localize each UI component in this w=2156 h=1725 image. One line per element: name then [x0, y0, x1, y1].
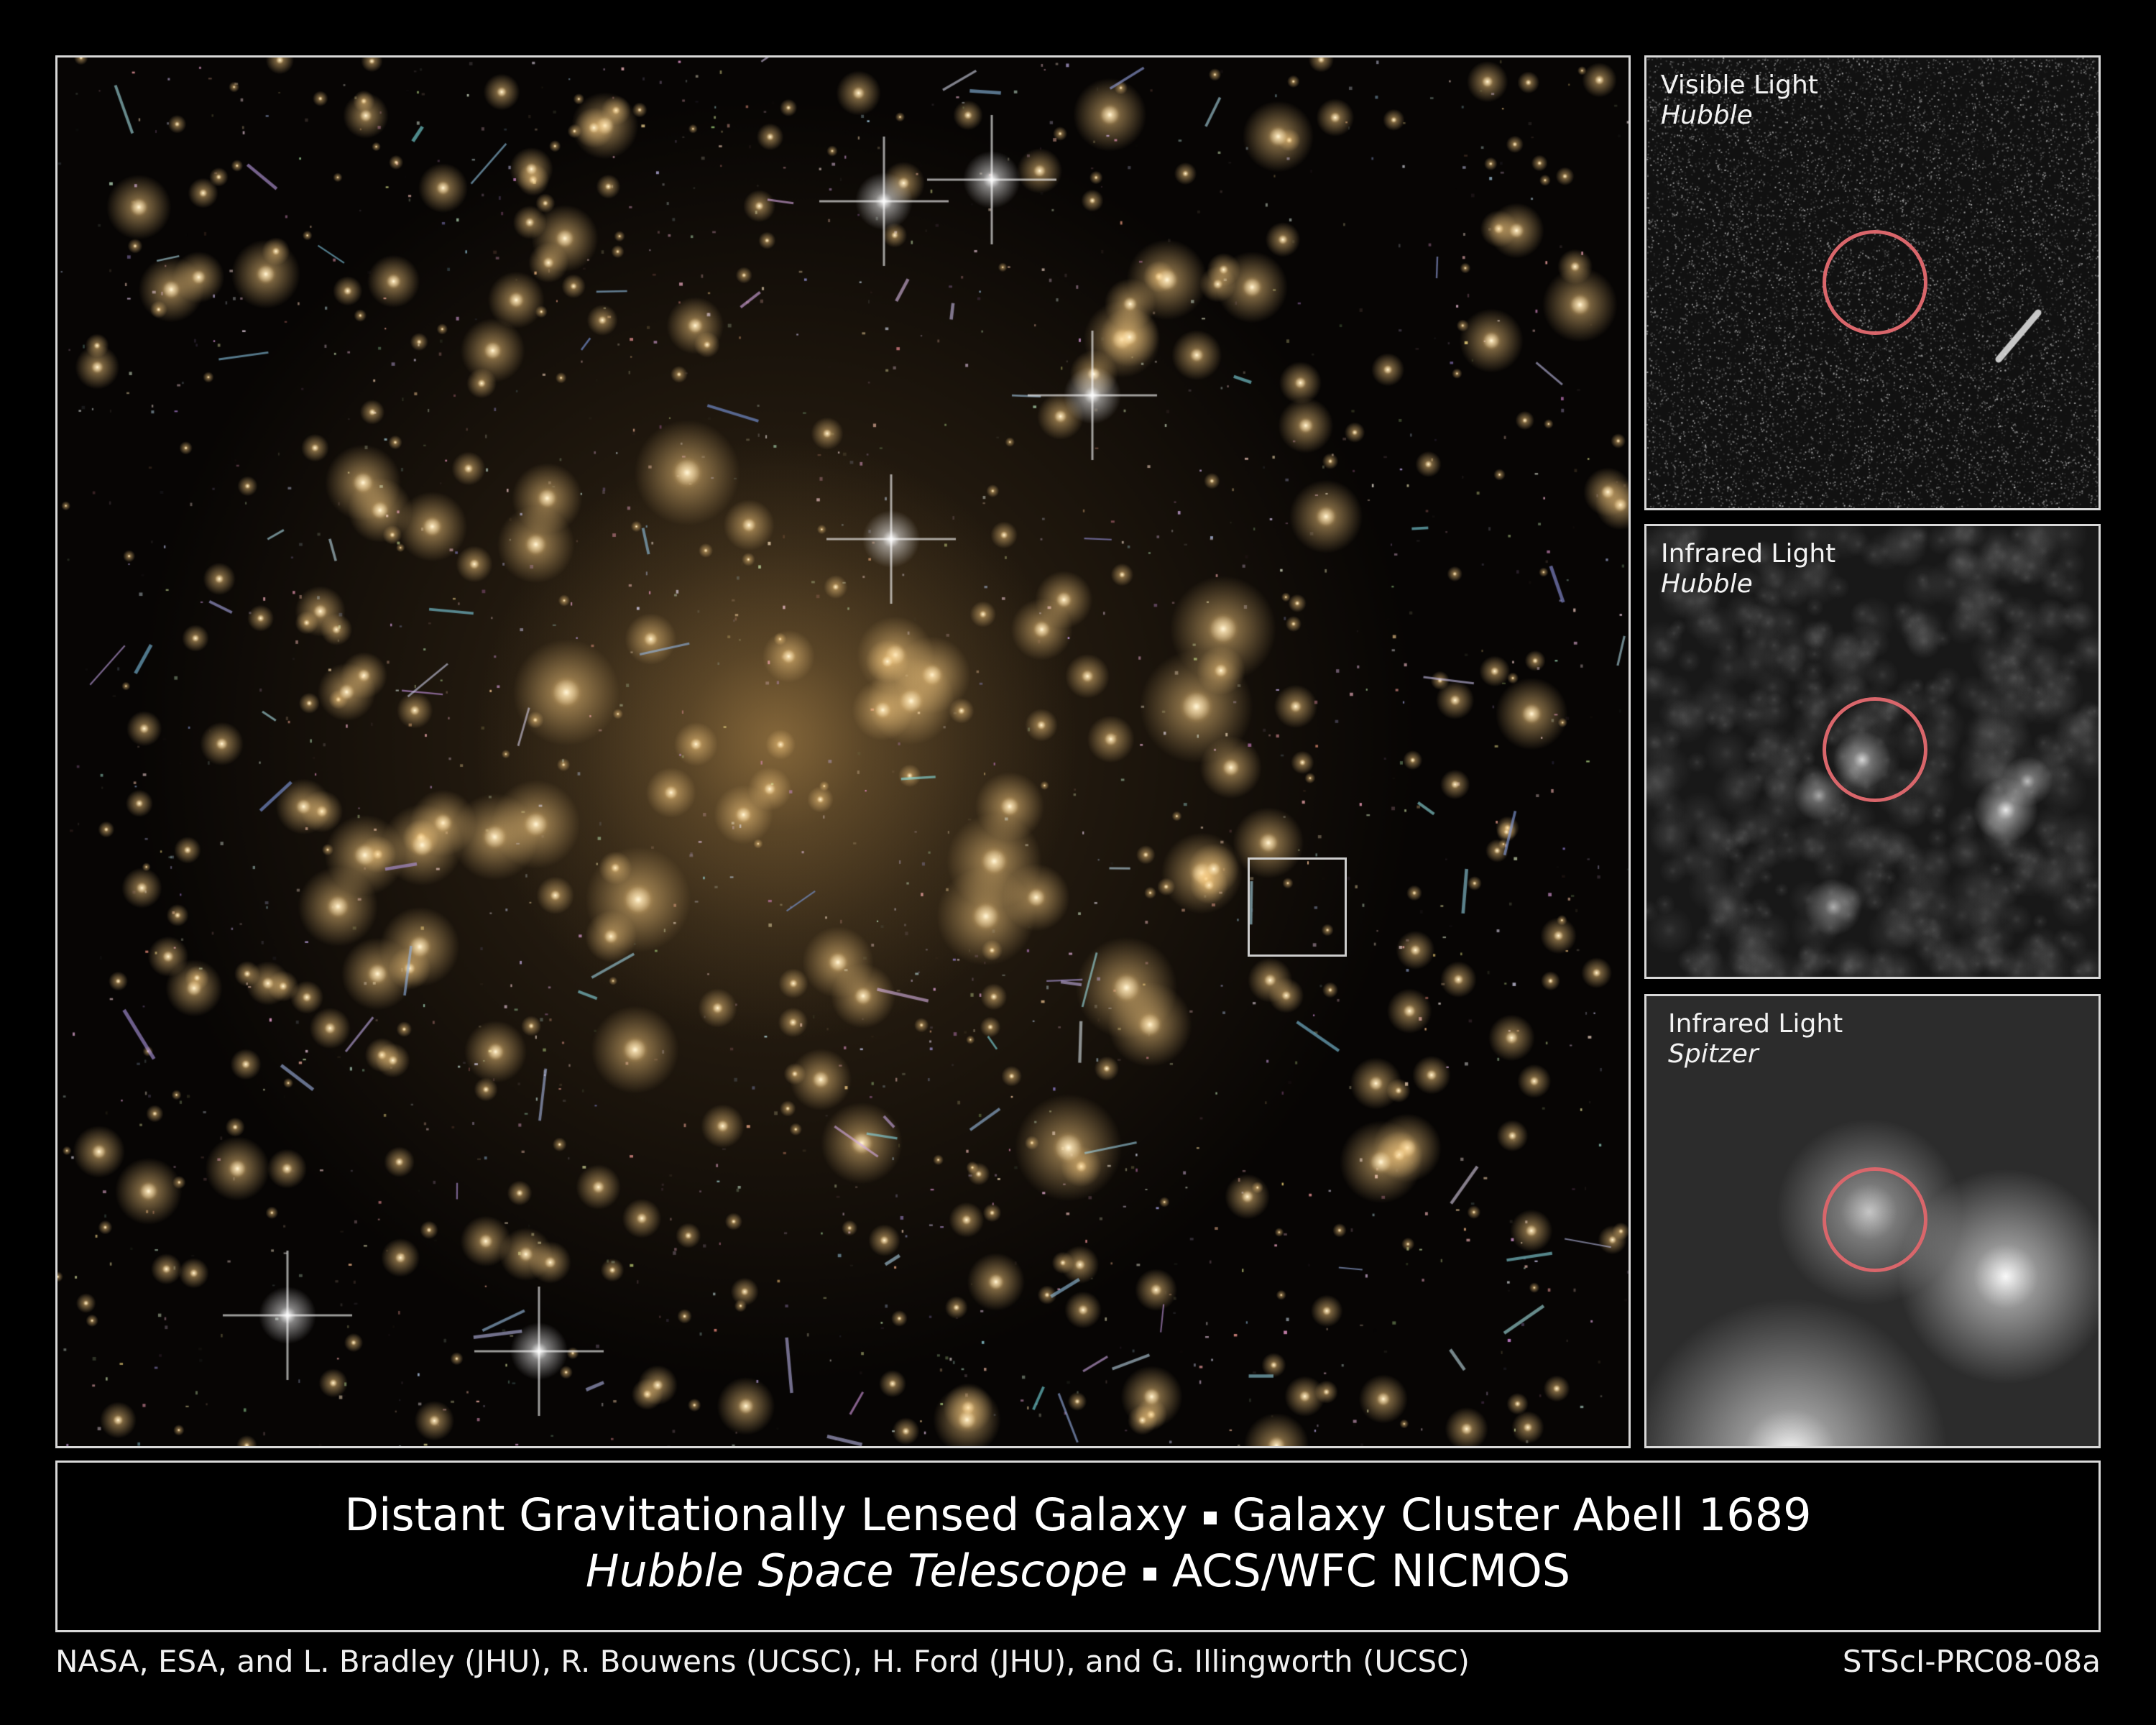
panel-title: Visible Light — [1661, 70, 1818, 100]
panel-instrument: Hubble — [1661, 101, 1753, 130]
caption-box: Distant Gravitationally Lensed Galaxy Gal… — [55, 1460, 2101, 1632]
target-circle — [1823, 1167, 1927, 1272]
separator-square — [1203, 1511, 1217, 1524]
caption-telescope: Hubble Space Telescope — [585, 1545, 1128, 1597]
target-circle — [1823, 697, 1927, 802]
caption-subtitle: Hubble Space Telescope ACS/WFC NICMOS — [57, 1545, 2099, 1598]
separator-square — [1143, 1567, 1156, 1581]
panel-instrument: Hubble — [1661, 569, 1753, 599]
panel-label: Infrared Light Spitzer — [1668, 1009, 1843, 1070]
panel-label: Visible Light Hubble — [1661, 70, 1818, 131]
caption-instruments: ACS/WFC NICMOS — [1171, 1545, 1571, 1597]
panel-title: Infrared Light — [1668, 1009, 1843, 1039]
panel-instrument: Spitzer — [1668, 1039, 1759, 1069]
caption-title: Distant Gravitationally Lensed Galaxy Gal… — [57, 1489, 2099, 1542]
panel-infrared-spitzer: Infrared Light Spitzer — [1644, 994, 2101, 1448]
panel-label: Infrared Light Hubble — [1661, 539, 1835, 599]
target-circle — [1823, 230, 1927, 335]
caption-object: Distant Gravitationally Lensed Galaxy — [344, 1489, 1188, 1541]
caption-cluster: Galaxy Cluster Abell 1689 — [1232, 1489, 1812, 1541]
panel-visible-hubble: Visible Light Hubble — [1644, 55, 2101, 510]
panel-title: Infrared Light — [1661, 539, 1836, 569]
cluster-image — [55, 55, 1631, 1448]
panel-infrared-hubble: Infrared Light Hubble — [1644, 524, 2101, 979]
galaxy-field — [57, 58, 1628, 1446]
release-id: STScI-PRC08-08a — [1842, 1644, 2101, 1679]
credits: NASA, ESA, and L. Bradley (JHU), R. Bouw… — [55, 1644, 1470, 1679]
zoom-region-marker — [1248, 857, 1347, 957]
